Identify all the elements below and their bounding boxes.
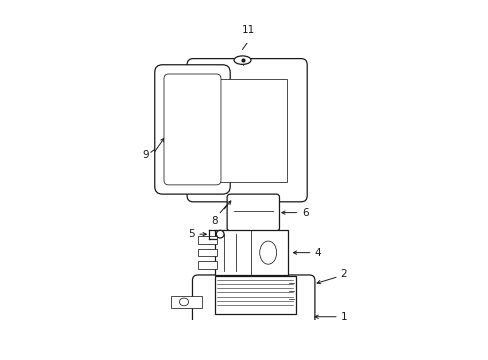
FancyBboxPatch shape — [192, 275, 314, 360]
FancyBboxPatch shape — [187, 59, 306, 202]
Bar — [171, 323, 202, 335]
Text: 11: 11 — [242, 26, 255, 36]
Bar — [198, 261, 217, 269]
Text: 1: 1 — [340, 312, 346, 322]
Ellipse shape — [179, 325, 188, 333]
Text: 8: 8 — [211, 216, 218, 226]
Bar — [198, 249, 217, 256]
FancyBboxPatch shape — [163, 74, 221, 185]
Bar — [214, 276, 295, 314]
Text: 4: 4 — [314, 248, 321, 258]
Bar — [171, 296, 202, 308]
Text: 9: 9 — [142, 149, 148, 159]
Bar — [198, 237, 217, 244]
Text: 6: 6 — [301, 208, 308, 217]
Ellipse shape — [234, 56, 250, 64]
FancyBboxPatch shape — [226, 194, 279, 231]
Ellipse shape — [216, 230, 224, 238]
Ellipse shape — [259, 241, 276, 264]
Text: 2: 2 — [340, 269, 346, 279]
Text: 5: 5 — [188, 229, 194, 239]
Ellipse shape — [179, 298, 188, 306]
Bar — [207, 78, 286, 182]
FancyBboxPatch shape — [154, 65, 230, 194]
Bar — [214, 230, 287, 275]
